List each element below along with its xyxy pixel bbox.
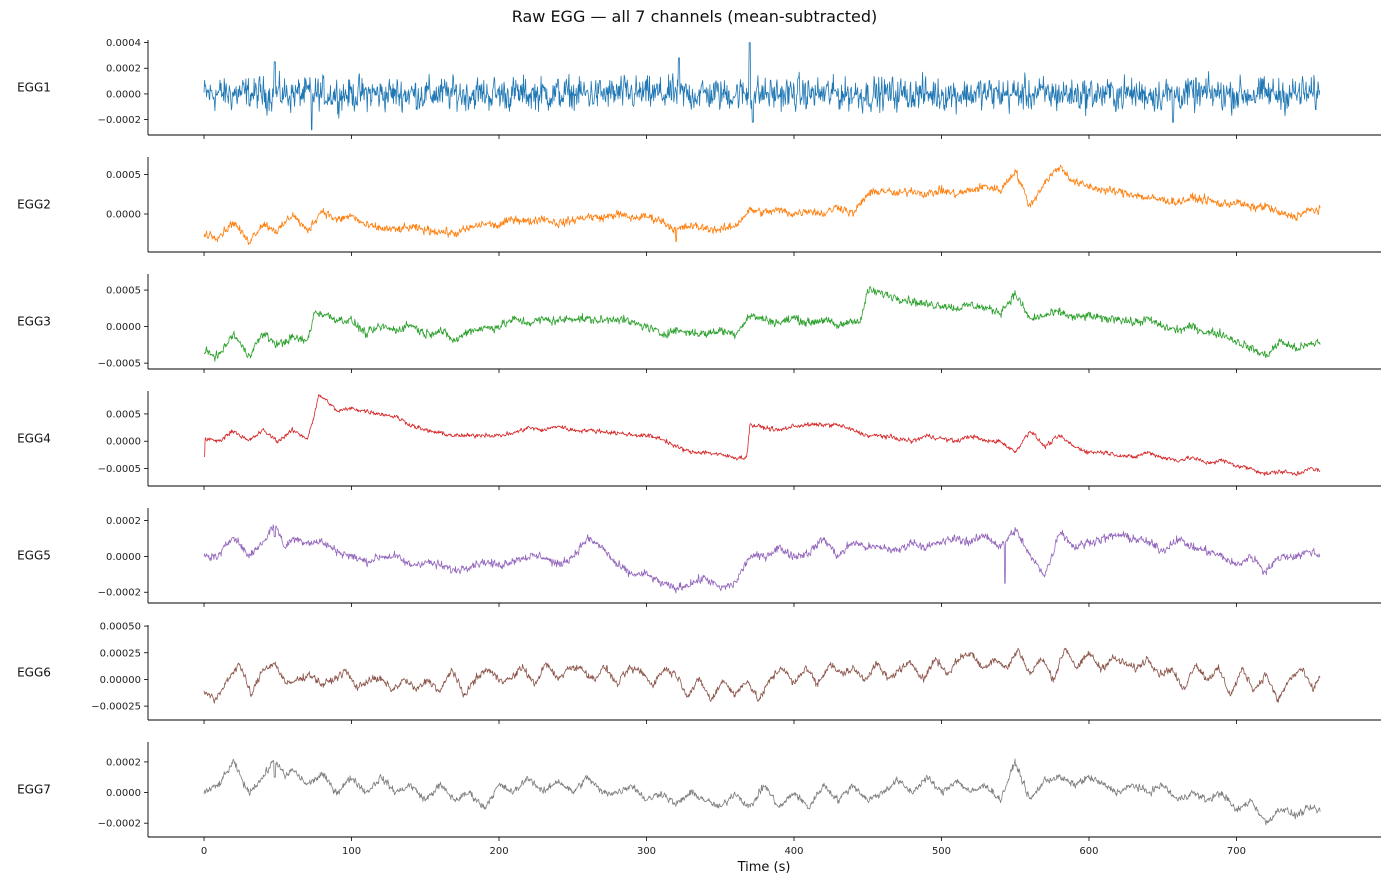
chart-title: Raw EGG — all 7 channels (mean-subtracte… [511,7,878,26]
x-axis-label: Time (s) [737,860,791,875]
channel-label: EGG5 [17,549,51,563]
x-tick-label: 200 [489,846,508,857]
panel-egg2: 0.0005 0.0000 EGG2 [17,157,1381,256]
y-tick-label: 0.0000 [106,552,141,563]
y-tick-label: 0.0000 [106,788,141,799]
y-tick-label: 0.0002 [106,64,141,75]
panel-egg3: 0.0005 0.0000 −0.0005 EGG3 [17,274,1381,373]
x-tick-label: 500 [932,846,951,857]
panel-egg4: 0.0005 0.0000 −0.0005 EGG4 [17,391,1381,490]
y-tick-label: −0.0005 [98,359,141,370]
channel-label: EGG3 [17,315,51,329]
signal-trace-egg2 [203,164,1321,246]
y-tick-label: 0.00050 [100,622,141,633]
y-tick-label: 0.0000 [106,89,141,100]
x-tick-label: 0 [201,846,207,857]
y-tick-label: −0.00025 [91,702,141,713]
y-tick-label: 0.0005 [106,170,141,181]
panel-egg1: 0.0004 0.0002 0.0000 −0.0002 EGG1 [17,38,1381,139]
channel-label: EGG7 [17,783,51,797]
y-tick-label: 0.0005 [106,409,141,420]
signal-trace-egg3 [203,286,1321,362]
y-tick-label: 0.0000 [106,322,141,333]
x-tick-label: 300 [637,846,656,857]
panel-egg7: 0.0002 0.0000 −0.0002 0 100 200 300 400 500 600 70… [17,742,1381,857]
y-tick-label: −0.0002 [98,819,141,830]
channel-label: EGG1 [17,81,51,95]
signal-trace-egg7 [203,758,1321,826]
x-tick-label: 400 [784,846,803,857]
signal-trace-egg1 [203,42,1321,131]
y-tick-label: 0.00000 [100,675,141,686]
channel-label: EGG2 [17,198,51,212]
y-tick-label: −0.0002 [98,588,141,599]
y-tick-label: 0.0000 [106,210,141,221]
y-tick-label: 0.0005 [106,286,141,297]
y-tick-label: −0.0002 [98,115,141,126]
signal-trace-egg6 [203,647,1321,704]
channel-label: EGG6 [17,666,51,680]
x-tick-label: 100 [342,846,361,857]
x-tick-label: 700 [1227,846,1246,857]
y-tick-label: 0.0004 [106,38,141,49]
y-tick-label: 0.0000 [106,437,141,448]
x-tick-label: 600 [1079,846,1098,857]
y-tick-label: 0.0002 [106,757,141,768]
y-tick-label: 0.00025 [100,648,141,659]
panel-egg6: 0.00050 0.00025 0.00000 −0.00025 EGG6 [17,622,1381,724]
y-tick-label: −0.0005 [98,464,141,475]
panel-egg5: 0.0002 0.0000 −0.0002 EGG5 [17,508,1381,607]
signal-trace-egg5 [203,524,1321,594]
channel-label: EGG4 [17,432,51,446]
y-tick-label: 0.0002 [106,516,141,527]
signal-trace-egg4 [204,394,1321,476]
